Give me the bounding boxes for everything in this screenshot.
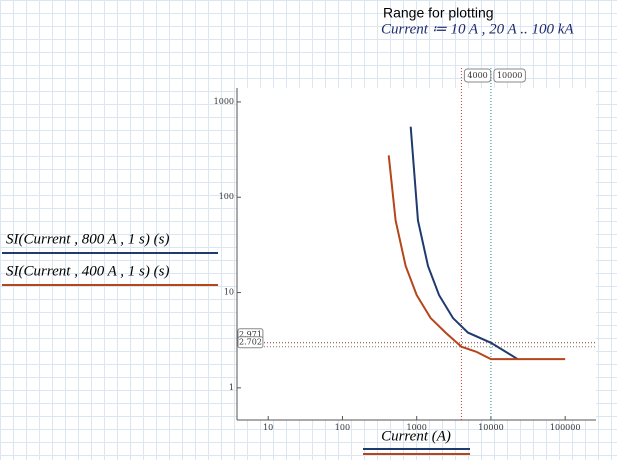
x-tick-label: 100	[335, 423, 350, 432]
series-line	[409, 126, 519, 361]
heading: Range for plotting	[383, 5, 494, 21]
x-tick-label: 10	[263, 423, 273, 432]
y-marker-label: 2.702	[239, 338, 262, 347]
y-marker-box	[237, 336, 264, 349]
x-axis-label: Current (A)	[381, 428, 451, 444]
y-tick-label: 1	[229, 383, 234, 392]
x-marker-label: 4000	[467, 71, 487, 80]
x-tick-label: 1000	[407, 423, 427, 432]
legend-label: SI(Current , 400 A , 1 s) (s)	[6, 263, 169, 279]
legend-label: SI(Current , 800 A , 1 s) (s)	[6, 231, 169, 247]
y-marker-label: 2.971	[239, 330, 262, 339]
x-marker-label: 10000	[497, 71, 522, 80]
x-marker-box	[493, 68, 526, 83]
y-tick-label: 10	[224, 288, 234, 297]
plot-area	[237, 88, 596, 420]
x-tick-label: 100000	[550, 423, 581, 432]
y-tick-label: 1000	[214, 97, 234, 106]
series-line	[387, 155, 566, 361]
x-marker-box	[463, 68, 492, 83]
y-tick-label: 100	[219, 192, 234, 201]
range-definition: Current ≔ 10 A , 20 A .. 100 kA	[381, 21, 574, 37]
x-tick-label: 10000	[478, 423, 503, 432]
